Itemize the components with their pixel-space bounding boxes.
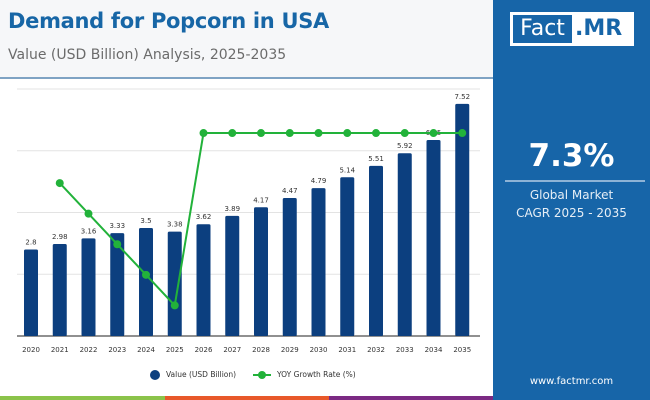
bar <box>139 227 153 336</box>
bar <box>110 233 125 336</box>
x-tick-label: 2021 <box>51 346 69 354</box>
bar <box>455 103 470 336</box>
growth-point <box>458 129 467 138</box>
bar-data-label: 4.79 <box>311 177 327 185</box>
color-strip-orange <box>165 396 329 400</box>
growth-point <box>400 129 409 138</box>
bar <box>311 188 326 336</box>
x-tick-label: 2026 <box>195 346 213 354</box>
bar-data-label: 3.33 <box>109 222 125 230</box>
bar-data-label: 4.17 <box>253 196 269 204</box>
x-tick-label: 2030 <box>310 346 328 354</box>
bar-data-label: 5.92 <box>397 142 413 150</box>
growth-point <box>113 240 122 249</box>
bar-data-label: 3.89 <box>224 205 240 213</box>
bar <box>426 139 441 336</box>
growth-point <box>343 129 352 138</box>
bar <box>254 207 268 336</box>
divider <box>505 180 645 182</box>
cagr-label-2: CAGR 2025 - 2035 <box>516 206 627 220</box>
bar-data-label: 2.8 <box>25 239 36 247</box>
x-tick-label: 2023 <box>108 346 126 354</box>
growth-point <box>285 129 294 138</box>
bar <box>340 177 355 336</box>
bar <box>369 165 383 336</box>
x-tick-label: 2033 <box>396 346 414 354</box>
growth-point <box>372 129 380 138</box>
x-tick-label: 2020 <box>22 346 40 354</box>
bar <box>81 238 96 336</box>
legend-bar-swatch-icon <box>150 370 160 380</box>
bar-data-label: 7.52 <box>454 93 470 101</box>
growth-point <box>257 129 265 138</box>
x-tick-label: 2035 <box>453 346 471 354</box>
bar-data-label: 4.47 <box>282 187 298 195</box>
x-tick-label: 2024 <box>137 346 155 354</box>
bar-data-label: 2.98 <box>52 233 68 241</box>
growth-point <box>429 129 438 138</box>
cagr-label-1: Global Market <box>529 188 614 202</box>
logo-left: Fact <box>513 15 572 43</box>
header: Demand for Popcorn in USA Value (USD Bil… <box>0 0 493 79</box>
legend-item-value: Value (USD Billion) <box>150 370 236 380</box>
sidebar-panel: Fact .MR 7.3% Global Market CAGR 2025 - … <box>493 0 650 400</box>
legend-label-value: Value (USD Billion) <box>166 370 237 379</box>
bar-data-label: 3.16 <box>81 227 97 235</box>
bar <box>397 153 412 336</box>
legend-label-growth: YOY Growth Rate (%) <box>277 370 356 379</box>
bar <box>52 243 67 336</box>
x-tick-label: 2025 <box>166 346 184 354</box>
legend-item-growth: YOY Growth Rate (%) <box>253 370 356 379</box>
page-title: Demand for Popcorn in USA <box>8 9 329 33</box>
bar <box>167 231 182 336</box>
legend-line-swatch-icon <box>253 371 271 379</box>
growth-point <box>84 209 93 218</box>
logo-right: .MR <box>575 16 623 41</box>
website-link[interactable]: www.factmr.com <box>529 376 614 387</box>
growth-point <box>142 270 150 279</box>
growth-point <box>314 129 323 138</box>
growth-point <box>55 179 64 188</box>
factmr-logo: Fact .MR <box>510 12 634 46</box>
x-tick-label: 2032 <box>367 346 385 354</box>
growth-point <box>199 129 208 138</box>
x-tick-label: 2029 <box>281 346 299 354</box>
bar-data-label: 5.14 <box>339 166 355 174</box>
x-tick-label: 2022 <box>80 346 98 354</box>
bar-data-label: 3.5 <box>140 217 151 225</box>
bar-data-label: 5.51 <box>368 155 384 163</box>
page-subtitle: Value (USD Billion) Analysis, 2025-2035 <box>8 47 287 63</box>
color-strip-purple <box>329 396 493 400</box>
bar-data-label: 3.38 <box>167 221 183 229</box>
x-tick-label: 2028 <box>252 346 270 354</box>
bar <box>196 224 211 336</box>
bar <box>24 249 38 336</box>
cagr-value: 7.3% <box>528 138 615 174</box>
bar <box>282 197 297 336</box>
x-tick-label: 2034 <box>425 346 443 354</box>
growth-point <box>228 129 237 138</box>
bar-data-label: 3.62 <box>196 213 212 221</box>
bar <box>225 215 240 336</box>
x-tick-label: 2031 <box>338 346 356 354</box>
color-strip-green <box>0 396 165 400</box>
x-tick-label: 2027 <box>223 346 241 354</box>
chart: 2.8 2020 2.98 2021 3.16 2022 3.33 2023 3.5 2024 3.… <box>17 88 480 354</box>
growth-point <box>170 301 179 310</box>
